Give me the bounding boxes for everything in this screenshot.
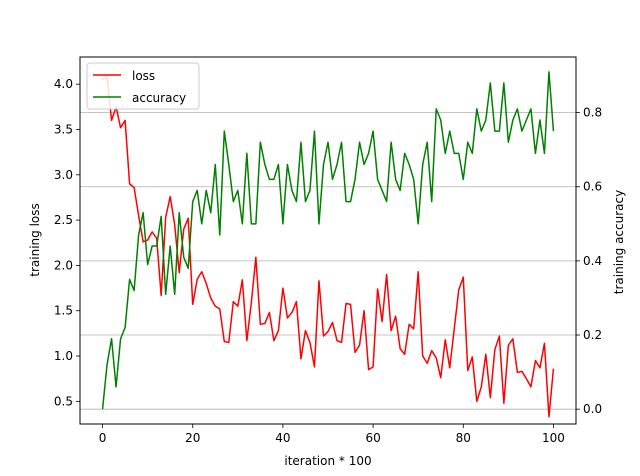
x-tick-label: 20 xyxy=(185,431,200,445)
legend-label-accuracy: accuracy xyxy=(132,91,186,105)
y-tick-label: 4.0 xyxy=(54,77,73,91)
y2-tick-label: 0.8 xyxy=(583,106,602,120)
y-axis-label: training loss xyxy=(28,203,42,276)
y2-tick-label: 0.4 xyxy=(583,254,602,268)
series-line-loss xyxy=(102,76,555,418)
y2-tick-label: 0.2 xyxy=(583,328,602,342)
x-tick-label: 60 xyxy=(365,431,380,445)
x-tick-label: 80 xyxy=(456,431,471,445)
axis-ticks: 0 20 40 60 80 100 0.5 1.0 1.5 2.0 2.5 3.0 3.5 4.0 0.0 0… xyxy=(54,77,602,445)
y-tick-label: 1.5 xyxy=(54,304,73,318)
plot-lines xyxy=(101,71,555,418)
y-tick-label: 2.0 xyxy=(54,258,73,272)
y2-tick-label: 0.6 xyxy=(583,180,602,194)
y-tick-label: 3.5 xyxy=(54,122,73,136)
plot-frame xyxy=(79,56,577,425)
legend: loss accuracy xyxy=(86,62,200,110)
x-axis-label: iteration * 100 xyxy=(284,454,371,468)
x-tick-label: 100 xyxy=(542,431,565,445)
y2-tick-label: 0.0 xyxy=(583,402,602,416)
y-tick-label: 2.5 xyxy=(54,213,73,227)
x-tick-label: 40 xyxy=(275,431,290,445)
legend-label-loss: loss xyxy=(132,69,155,83)
y-tick-label: 3.0 xyxy=(54,168,73,182)
y2-axis-label: training accuracy xyxy=(612,190,626,294)
x-tick-label: 0 xyxy=(99,431,107,445)
y-tick-label: 1.0 xyxy=(54,349,73,363)
series-line-accuracy xyxy=(101,71,555,410)
y-tick-label: 0.5 xyxy=(54,394,73,408)
